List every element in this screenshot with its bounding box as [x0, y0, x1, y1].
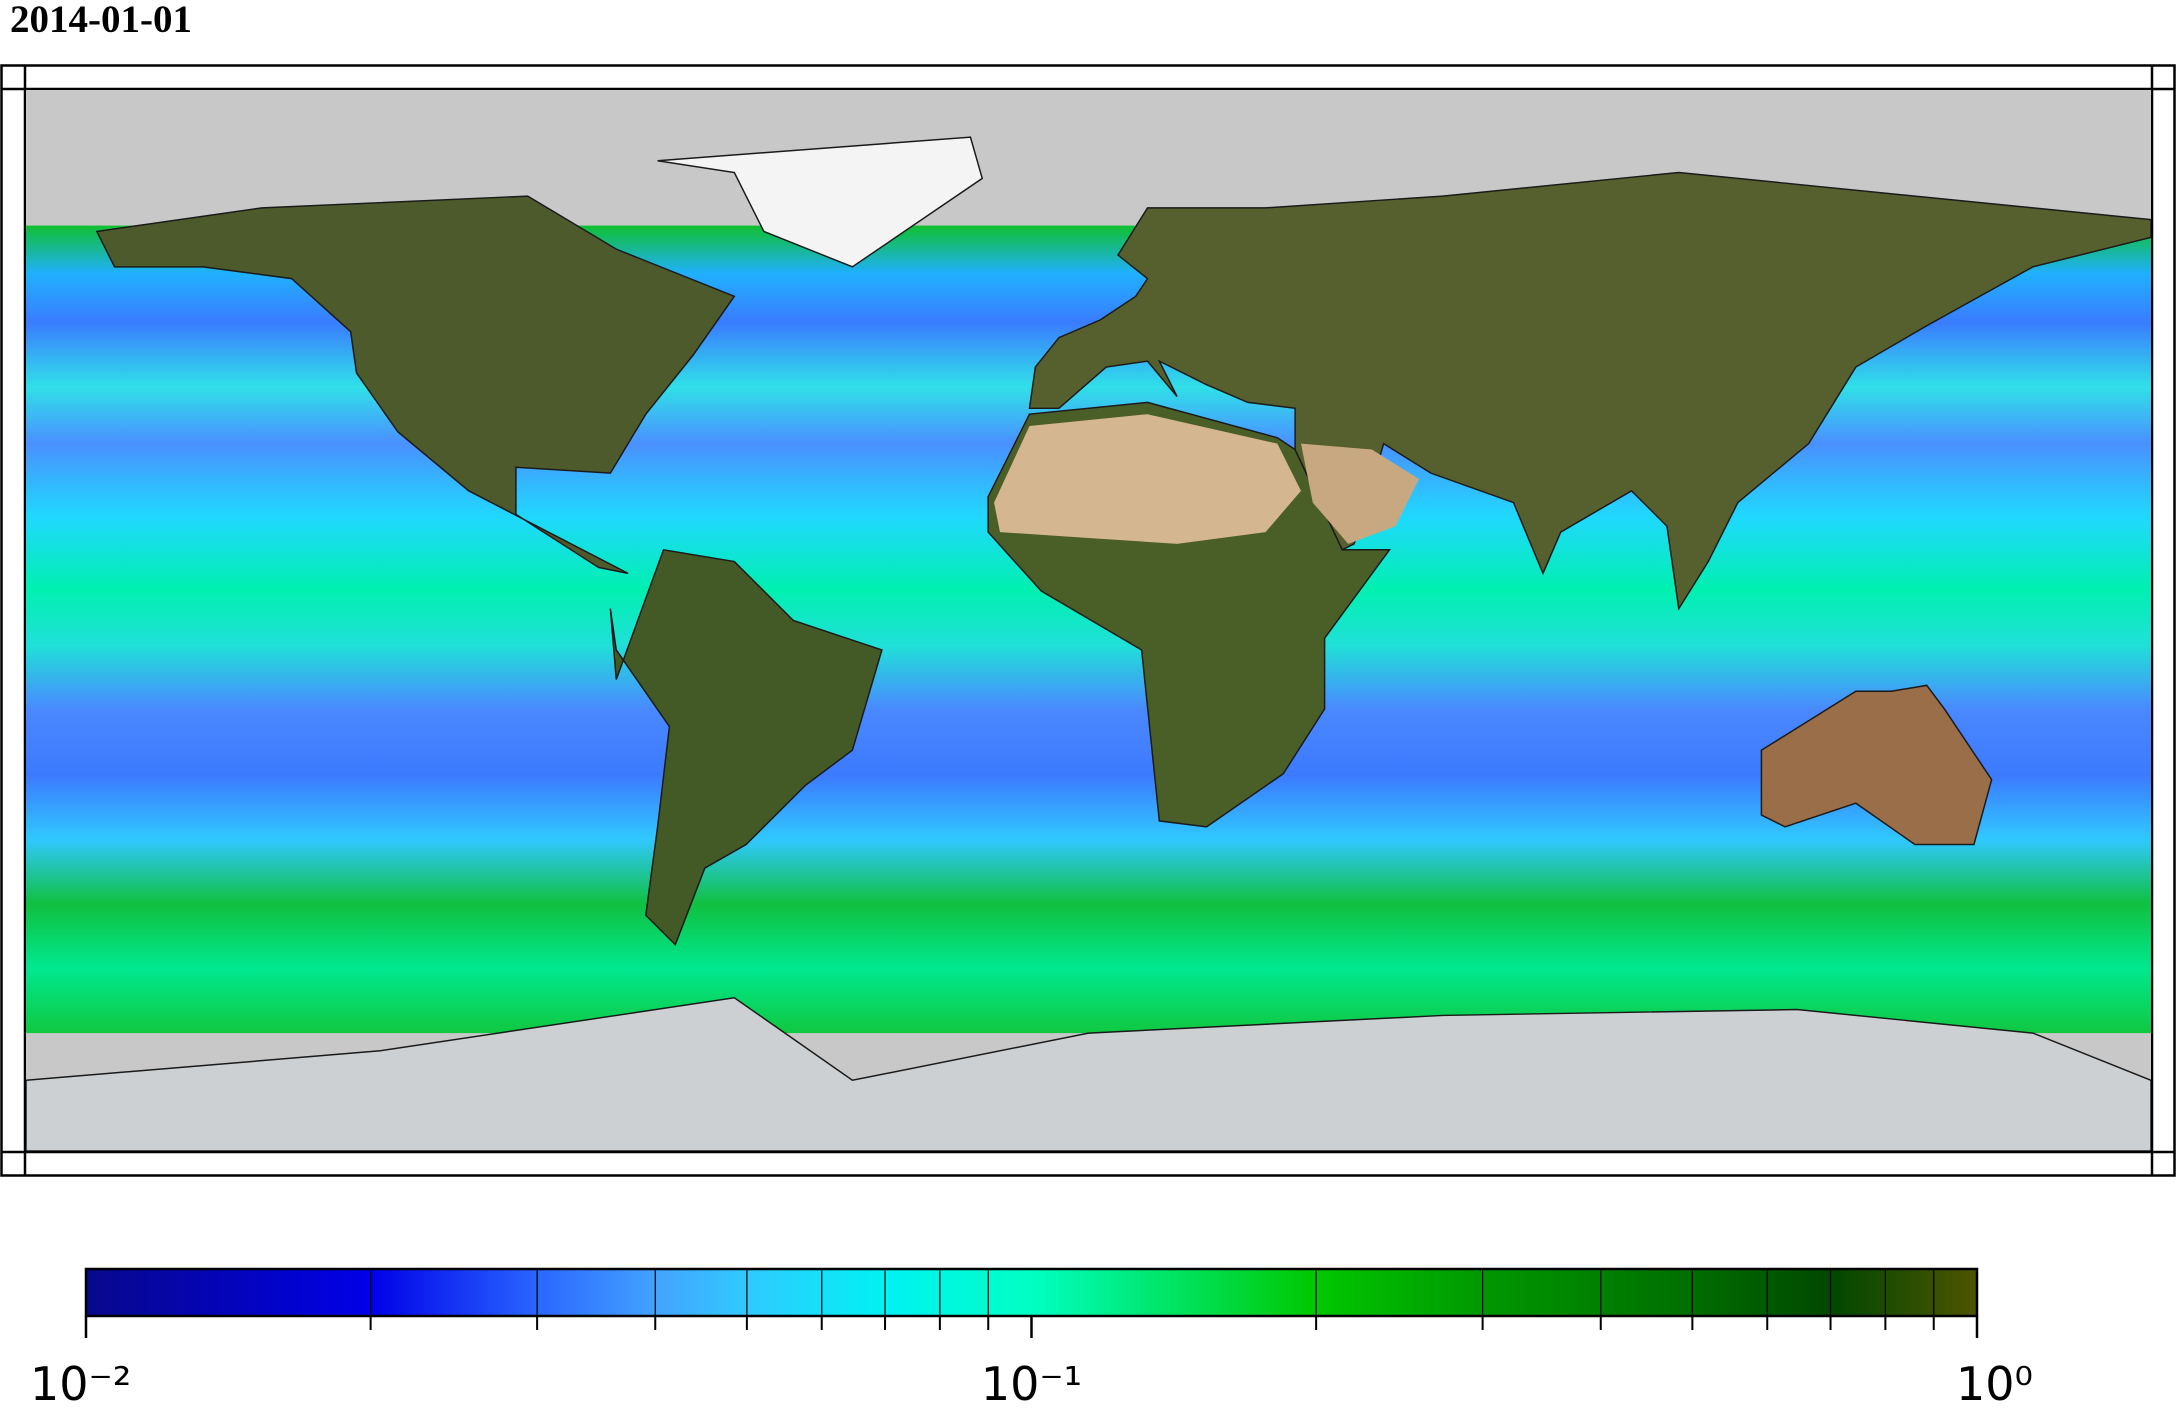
australia [1760, 684, 1993, 846]
colorbar-box [84, 1267, 1979, 1318]
arabia [1301, 443, 1420, 544]
land [26, 136, 2151, 1151]
south-america [609, 548, 883, 947]
greenland [657, 136, 984, 268]
frame-corners [1, 65, 2175, 1175]
map-frame-inner [23, 87, 2154, 1154]
antarctica [26, 996, 2151, 1151]
eurasia [1028, 171, 2151, 611]
tick-label: 10⁰ [1956, 1357, 2033, 1408]
tick-label: 10⁻² [30, 1357, 131, 1408]
map [26, 90, 2151, 1151]
map-frame-outer [0, 64, 2176, 1177]
sahara [994, 414, 1301, 544]
north-america [95, 195, 736, 575]
tick-label: 10⁻¹ [981, 1357, 1082, 1408]
map-title: 2014-01-01 [10, 0, 192, 41]
colorbar: 10⁻² 10⁻¹ 10⁰ [30, 1267, 2033, 1408]
